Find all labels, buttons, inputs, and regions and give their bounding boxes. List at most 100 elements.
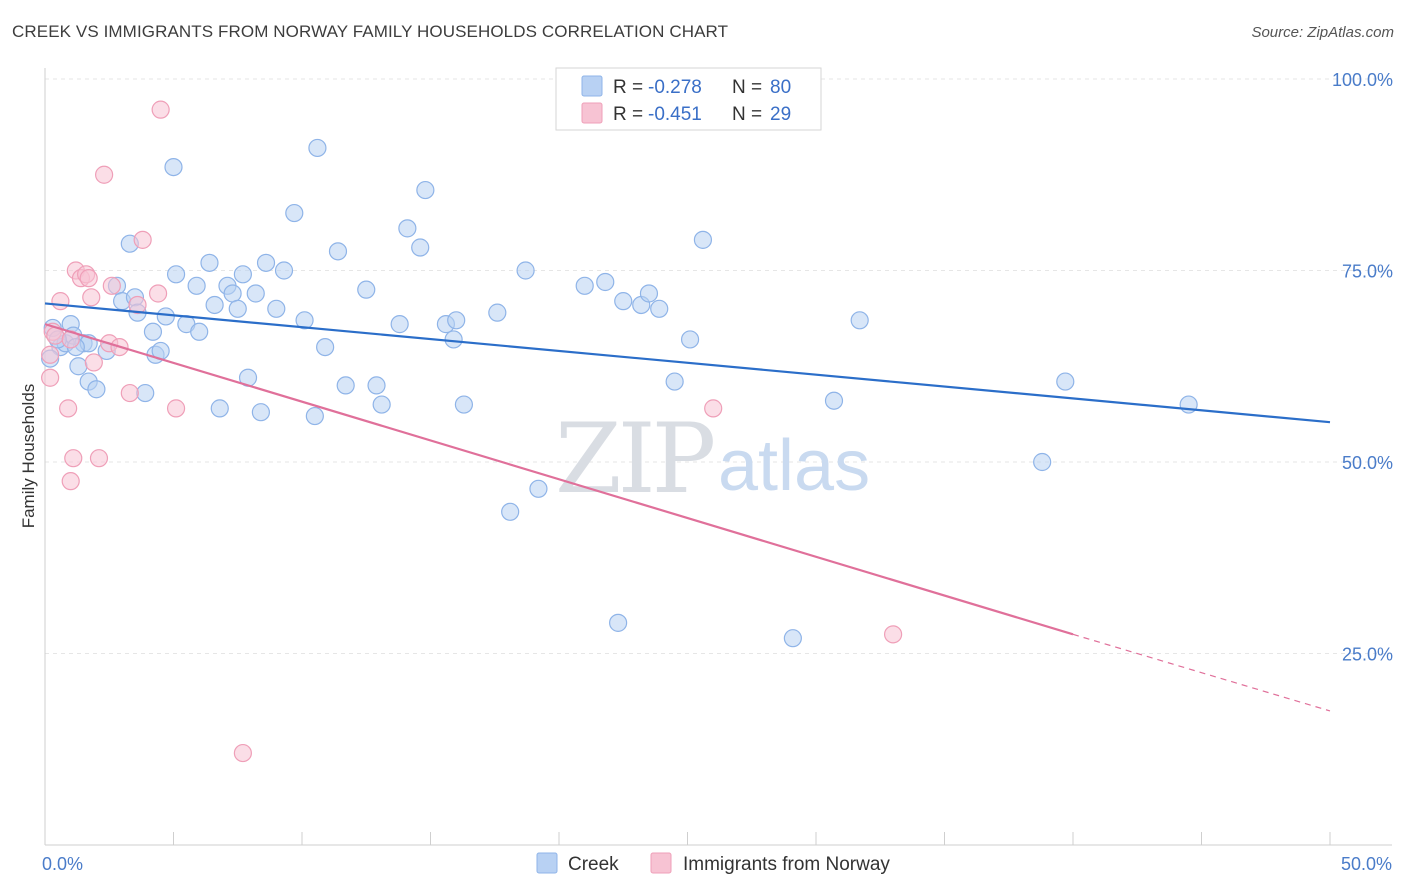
legend-box: R = -0.278 N = 80 R = -0.451 N = 29 (555, 67, 822, 131)
norway-point-21 (151, 100, 170, 119)
norway-point-13 (95, 165, 114, 184)
trend-lines (44, 302, 1331, 712)
legend-swatch-creek (581, 75, 603, 97)
norway-trend-line (44, 323, 1074, 636)
creek-point-26 (205, 295, 224, 315)
creek-point-34 (251, 403, 270, 422)
y-axis-title: Family Households (19, 384, 38, 529)
creek-point-39 (295, 311, 314, 330)
creek-point-62 (609, 613, 628, 632)
creek-point-45 (357, 280, 376, 299)
y-tick-labels: 25.0% 50.0% 75.0% 100.0% (1332, 70, 1393, 665)
legend-n-value-creek: 80 (770, 77, 791, 98)
creek-point-23 (187, 276, 206, 295)
x-tick-label-50: 50.0% (1341, 854, 1392, 874)
creek-point-58 (516, 261, 535, 280)
source-credit: Source: ZipAtlas.com (1251, 24, 1394, 41)
norway-trend-extension (1072, 633, 1331, 712)
creek-point-77 (87, 380, 106, 399)
norway-point-2 (51, 292, 70, 311)
creek-point-48 (390, 315, 409, 334)
x-axis-ticks (44, 832, 1331, 845)
norway-point-11 (82, 288, 101, 307)
creek-point-59 (529, 479, 548, 498)
creek-point-66 (650, 299, 669, 318)
norway-points (41, 100, 903, 763)
norway-point-24 (704, 399, 723, 418)
creek-point-53 (444, 330, 463, 349)
norway-point-15 (102, 276, 121, 295)
creek-point-68 (680, 330, 700, 349)
norway-point-17 (120, 383, 139, 403)
creek-point-63 (614, 292, 633, 311)
creek-point-33 (246, 284, 265, 303)
creek-point-46 (367, 376, 386, 395)
norway-point-22 (166, 399, 186, 418)
watermark-zip: ZIP (555, 403, 714, 515)
creek-point-20 (164, 157, 183, 177)
y-tick-label-75: 75.0% (1342, 262, 1393, 282)
creek-point-42 (316, 338, 335, 357)
creek-point-43 (328, 242, 348, 261)
creek-point-56 (488, 303, 507, 322)
creek-point-49 (398, 219, 417, 238)
bottom-legend: Creek Immigrants from Norway (536, 852, 890, 875)
legend-n-value-norway: 29 (770, 104, 791, 125)
bottom-legend-swatch-norway (650, 852, 672, 874)
creek-points (41, 138, 1198, 648)
y-tick-label-100: 100.0% (1332, 70, 1393, 90)
creek-point-24 (190, 322, 209, 341)
creek-point-54 (447, 311, 466, 330)
creek-trend-line (44, 302, 1331, 424)
creek-point-31 (233, 265, 252, 284)
legend-r-value-creek: -0.278 (648, 77, 702, 98)
creek-point-72 (850, 311, 869, 330)
x-tick-label-0: 0.0% (42, 854, 83, 874)
creek-point-36 (267, 299, 286, 318)
creek-point-37 (274, 261, 294, 280)
creek-point-16 (143, 322, 163, 341)
norway-point-27 (41, 345, 60, 364)
creek-point-69 (693, 230, 713, 249)
norway-point-3 (59, 399, 78, 418)
norway-point-26 (41, 368, 60, 387)
legend-n-label-norway: N = (732, 104, 762, 125)
creek-point-51 (416, 180, 435, 200)
chart-title: CREEK VS IMMIGRANTS FROM NORWAY FAMILY H… (12, 22, 729, 41)
creek-point-44 (336, 376, 355, 395)
creek-point-73 (1033, 452, 1052, 472)
creek-point-47 (372, 395, 391, 414)
creek-point-21 (166, 265, 186, 284)
legend-swatch-norway (581, 102, 603, 124)
norway-point-25 (883, 625, 903, 644)
creek-point-25 (200, 253, 219, 272)
norway-point-18 (128, 295, 147, 315)
bottom-legend-label-norway: Immigrants from Norway (683, 854, 890, 875)
legend-r-label-norway: R = (613, 104, 643, 125)
norway-point-6 (64, 449, 83, 468)
y-tick-label-50: 50.0% (1342, 453, 1393, 473)
norway-point-23 (233, 743, 252, 763)
creek-point-65 (639, 284, 659, 303)
creek-point-55 (454, 395, 474, 414)
norway-point-12 (89, 449, 109, 468)
bottom-legend-swatch-creek (536, 852, 558, 874)
creek-point-67 (665, 372, 684, 391)
creek-point-5 (69, 357, 88, 376)
norway-point-20 (148, 284, 168, 303)
creek-point-19 (156, 307, 175, 326)
creek-point-57 (501, 502, 520, 521)
norway-point-28 (84, 353, 103, 372)
norway-point-4 (61, 472, 80, 491)
bottom-legend-label-creek: Creek (568, 854, 619, 875)
creek-point-38 (285, 203, 304, 223)
norway-point-19 (133, 230, 152, 249)
watermark-atlas: atlas (718, 426, 870, 506)
creek-point-30 (228, 299, 247, 318)
creek-point-70 (783, 629, 802, 648)
legend-n-label-creek: N = (732, 77, 762, 98)
y-tick-label-25: 25.0% (1342, 645, 1393, 665)
norway-point-10 (79, 269, 98, 288)
creek-point-15 (136, 383, 155, 403)
